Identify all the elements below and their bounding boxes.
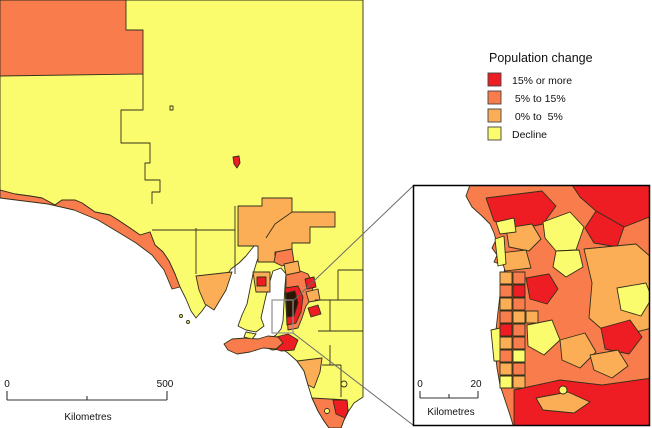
- enclave-coorong: [340, 380, 348, 388]
- legend-swatch-15-or-more: [487, 72, 502, 87]
- metro-cell: [499, 310, 513, 324]
- connector-line-top: [292, 185, 414, 302]
- inset-region: [526, 319, 561, 356]
- scale-bar-main-end: 500: [157, 379, 174, 390]
- region-mid-north: [237, 197, 336, 263]
- scale-bar-inset-start: 0: [417, 379, 423, 390]
- metro-cell: [499, 375, 513, 389]
- islet-eyre-2: [179, 314, 183, 318]
- scale-bar-main-start: 0: [4, 379, 10, 390]
- tiny-red-region: [232, 155, 241, 169]
- boundary-lines-west: [120, 74, 161, 204]
- region-northwest: [0, 0, 144, 77]
- region-adelaide-metro-core: [285, 290, 299, 318]
- zoom-indicator-rect: [271, 299, 294, 334]
- islet-eyre-1: [186, 320, 190, 324]
- metro-cell: [512, 336, 526, 350]
- region-west-coast-strip: [0, 189, 181, 290]
- main-map: [0, 0, 364, 428]
- inset-map: [413, 185, 650, 426]
- metro-cell: [499, 349, 513, 363]
- inset-frame: [412, 184, 651, 427]
- metro-cell: [499, 297, 513, 311]
- metro-cell: [499, 271, 513, 285]
- boundary-lines-east: [315, 269, 363, 397]
- connector-line-bottom: [292, 332, 414, 426]
- metro-cell: [512, 310, 526, 324]
- scale-bar-inset-line: [419, 391, 479, 399]
- metro-cell: [525, 310, 539, 324]
- region-north-plains: [283, 260, 301, 276]
- metro-cell: [512, 271, 526, 285]
- region-kangaroo-island: [223, 335, 284, 355]
- metro-cell: [499, 323, 513, 337]
- region-lower-eyre: [195, 271, 233, 311]
- region-northeast-red-1: [304, 276, 317, 290]
- metro-cell: [512, 349, 526, 363]
- scale-bar-main-line: [6, 391, 168, 401]
- inset-region: [525, 273, 559, 305]
- inset-region: [584, 210, 625, 248]
- inset-region: [559, 332, 597, 369]
- legend-label-decline: Decline: [512, 129, 547, 141]
- metro-cell: [512, 362, 526, 376]
- inset-metro-grid: [499, 271, 539, 389]
- legend-label-0-to-5: 0% to 5%: [512, 111, 563, 123]
- inset-region: [600, 319, 643, 355]
- inset-region: [552, 249, 584, 278]
- metro-cell: [512, 284, 526, 298]
- metro-cell: [499, 336, 513, 350]
- inset-enclave: [558, 385, 568, 395]
- inset-region: [494, 235, 507, 267]
- inset-region: [589, 349, 629, 379]
- region-far-south-red: [332, 399, 349, 419]
- metro-cell: [499, 284, 513, 298]
- legend-swatch-decline: [487, 126, 502, 141]
- region-southeast-coast: [296, 357, 323, 389]
- metro-cell: [512, 323, 526, 337]
- boundary-gulf-head: [265, 211, 293, 239]
- legend: Population change 15% or more 5% to 15% …: [487, 51, 593, 141]
- metro-cell: [512, 375, 526, 389]
- metro-cell: [499, 362, 513, 376]
- metro-cell: [512, 297, 526, 311]
- legend-swatch-5-to-15: [487, 90, 502, 105]
- legend-swatch-0-to-5: [487, 108, 502, 123]
- legend-title: Population change: [489, 51, 593, 65]
- inset-region: [495, 217, 517, 235]
- tiny-region-speck: [169, 105, 174, 111]
- scale-bar-inset-end: 20: [470, 379, 482, 390]
- scale-bar-inset: 0 20 Kilometres: [417, 379, 482, 418]
- scale-bar-main: 0 500 Kilometres: [4, 379, 174, 423]
- enclave-far-south: [324, 408, 330, 414]
- islet-southern-yorke: [243, 331, 257, 340]
- inset-region: [616, 282, 650, 317]
- legend-label-5-to-15: 5% to 15%: [512, 93, 566, 105]
- legend-label-15-or-more: 15% or more: [512, 75, 572, 87]
- scale-bar-main-unit: Kilometres: [64, 412, 111, 423]
- region-copper-coast-red: [256, 276, 267, 287]
- region-northeast-red-2: [307, 304, 322, 318]
- boundary-lines-eyre: [152, 206, 236, 274]
- scale-bar-inset-unit: Kilometres: [427, 407, 474, 418]
